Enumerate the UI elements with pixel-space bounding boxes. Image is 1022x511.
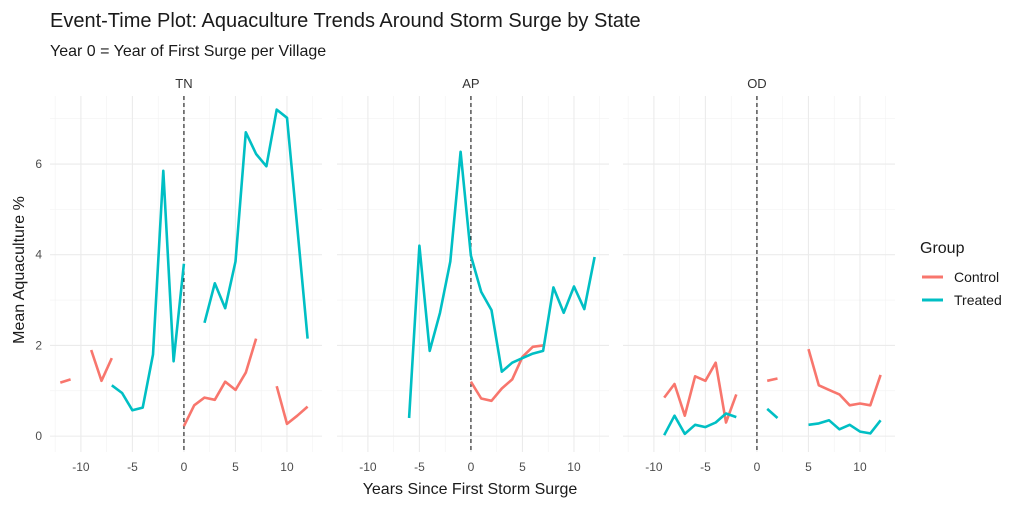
x-tick-label: 5 [805,460,812,474]
x-tick-label: 0 [181,460,188,474]
legend-title: Group [920,240,965,257]
x-tick-label: -10 [645,460,663,474]
series-line-treated [111,169,186,412]
panel-ap: AP -10 -5 0 5 10 [337,76,609,474]
series-line-control [807,348,882,407]
legend: Group Control Treated [920,240,1002,308]
series-line-control [469,344,544,403]
y-tick-label: 2 [35,338,42,352]
x-tick-label: 10 [280,460,294,474]
series-line-control [89,349,113,383]
x-tick-label: -10 [359,460,377,474]
x-tick-label: -10 [72,460,90,474]
panel-label: TN [175,76,192,91]
panel-label: OD [747,76,767,91]
series-line-treated [407,150,596,419]
series-line-treated [808,418,882,435]
panel-label: AP [462,76,479,91]
x-tick-label: 0 [468,460,475,474]
y-tick-label: 4 [35,248,42,262]
panel-tn: TN -10 -5 0 5 10 0 2 4 6 [35,76,322,474]
y-axis-title: Mean Aquaculture % [11,196,28,344]
series-line-control [59,378,71,384]
x-tick-label: -5 [127,460,138,474]
y-tick-label: 0 [35,429,42,443]
series-line-control [182,338,258,427]
series-line-treated [766,407,779,419]
legend-label: Control [954,269,999,285]
x-tick-label: 5 [232,460,239,474]
y-tick-label: 6 [35,157,42,171]
x-axis-title: Years Since First Storm Surge [363,481,578,498]
legend-label: Treated [954,292,1002,308]
chart-subtitle: Year 0 = Year of First Surge per Village [50,43,326,60]
facet-panels: TN -10 -5 0 5 10 0 2 4 6 AP -10 -5 0 5 10 OD -10 -5 0 5 10 [35,76,895,474]
x-tick-label: 5 [519,460,526,474]
x-tick-label: 10 [567,460,581,474]
legend-item-treated: Treated [922,292,1002,308]
x-tick-label: -5 [414,460,425,474]
chart-title: Event-Time Plot: Aquaculture Trends Arou… [50,10,641,32]
series-line-treated [663,412,737,436]
legend-item-control: Control [922,269,999,285]
x-tick-label: 10 [853,460,867,474]
x-tick-label: 0 [754,460,761,474]
series-line-treated [203,108,309,339]
panel-od: OD -10 -5 0 5 10 [623,76,895,474]
legend-items: Control Treated [922,269,1002,308]
x-tick-label: -5 [700,460,711,474]
series-line-control [275,385,309,426]
series-line-control [663,361,738,424]
series-line-control [766,377,778,383]
